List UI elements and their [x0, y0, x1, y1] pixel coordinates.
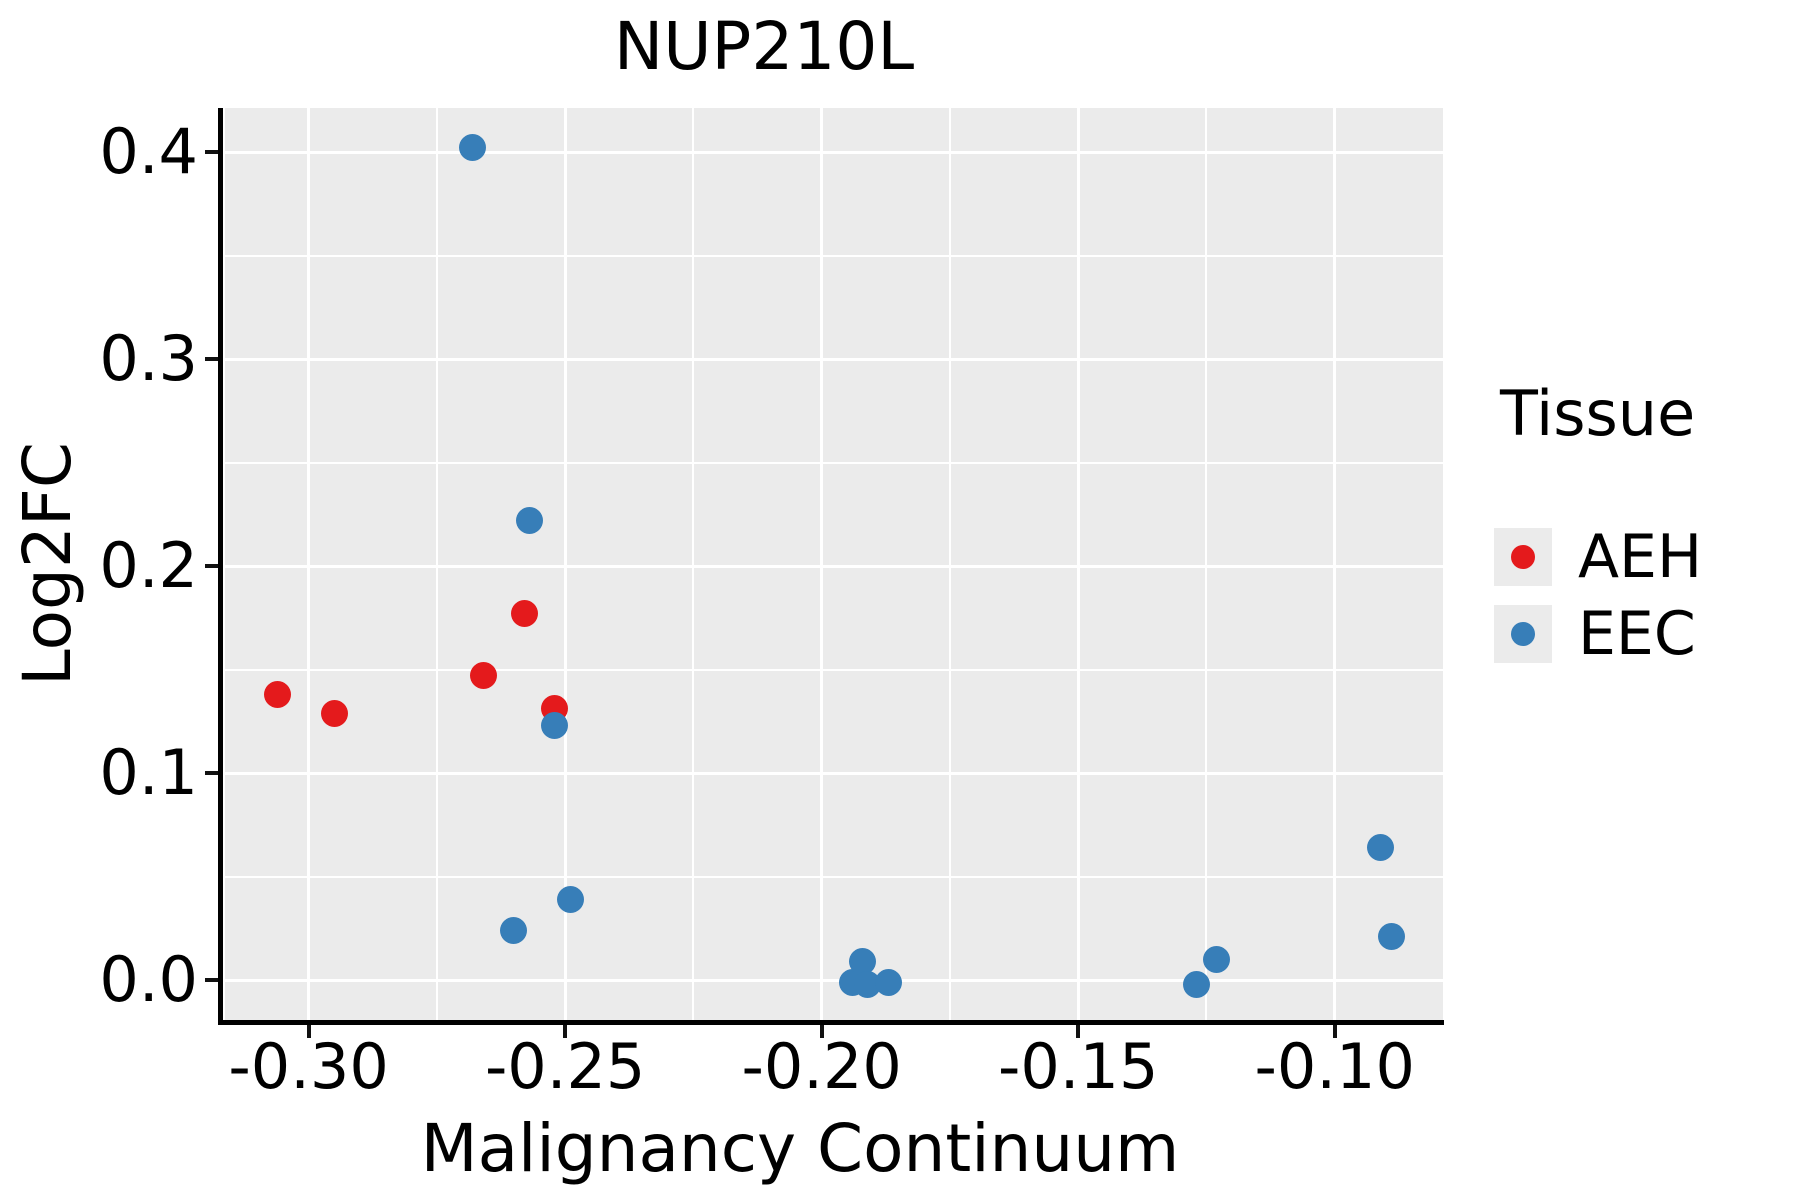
- x-major-gridline: [1333, 108, 1337, 1020]
- eec-dot-icon: [1511, 622, 1535, 646]
- legend-item-aeh: AEH: [1494, 527, 1794, 587]
- y-axis-tick: [205, 150, 218, 155]
- data-point-aeh: [320, 699, 348, 727]
- x-major-gridline: [435, 108, 438, 1020]
- plot-panel: [225, 108, 1443, 1020]
- x-tick-label: -0.20: [741, 1030, 902, 1103]
- y-major-gridline: [225, 978, 1443, 982]
- x-axis-tick: [306, 1025, 311, 1038]
- y-tick-label: 0.1: [99, 736, 198, 810]
- x-major-gridline: [820, 108, 824, 1020]
- x-axis-tick: [1076, 1025, 1081, 1038]
- y-major-gridline: [225, 668, 1443, 671]
- legend-key: [1494, 605, 1552, 663]
- y-major-gridline: [225, 150, 1443, 154]
- x-major-gridline: [948, 108, 951, 1020]
- y-axis-tick: [205, 978, 218, 983]
- x-axis-tick: [819, 1025, 824, 1038]
- x-major-gridline: [563, 108, 567, 1020]
- legend-title: Tissue: [1500, 377, 1696, 450]
- data-point-eec: [849, 947, 877, 975]
- data-point-eec: [515, 507, 543, 535]
- x-tick-label: -0.10: [1254, 1030, 1415, 1103]
- y-axis-tick: [205, 564, 218, 569]
- legend-label: AEH: [1578, 522, 1703, 592]
- y-axis-tick: [205, 771, 218, 776]
- x-major-gridline: [1205, 108, 1208, 1020]
- y-axis-line: [218, 108, 223, 1025]
- data-point-eec: [1377, 923, 1405, 951]
- data-point-eec: [874, 968, 902, 996]
- legend-label: EEC: [1578, 599, 1696, 669]
- data-point-eec: [556, 885, 584, 913]
- y-major-gridline: [225, 357, 1443, 361]
- data-point-eec: [459, 134, 487, 162]
- x-axis-title: Malignancy Continuum: [420, 1110, 1180, 1187]
- legend-key: [1494, 528, 1552, 586]
- data-point-eec: [1203, 945, 1231, 973]
- y-major-gridline: [225, 771, 1443, 775]
- data-point-aeh: [264, 680, 292, 708]
- legend: Tissue AEH EEC: [1494, 383, 1794, 681]
- data-point-eec: [500, 916, 528, 944]
- y-axis-tick: [205, 357, 218, 362]
- x-major-gridline: [307, 108, 311, 1020]
- x-tick-label: -0.25: [484, 1030, 646, 1103]
- x-tick-label: -0.15: [997, 1030, 1159, 1103]
- legend-item-eec: EEC: [1494, 604, 1794, 664]
- aeh-dot-icon: [1511, 545, 1535, 569]
- data-point-aeh: [469, 662, 497, 690]
- x-major-gridline: [1076, 108, 1080, 1020]
- x-axis-tick: [563, 1025, 568, 1038]
- data-point-eec: [1367, 834, 1395, 862]
- y-tick-label: 0.2: [99, 529, 198, 603]
- y-tick-label: 0.0: [99, 943, 198, 1017]
- data-point-aeh: [510, 600, 538, 628]
- x-major-gridline: [692, 108, 695, 1020]
- x-axis-line: [218, 1020, 1444, 1025]
- plot-title: NUP210L: [613, 8, 915, 85]
- y-major-gridline: [225, 875, 1443, 878]
- x-tick-label: -0.30: [228, 1030, 389, 1103]
- y-major-gridline: [225, 254, 1443, 257]
- y-major-gridline: [225, 461, 1443, 464]
- data-point-eec: [1182, 970, 1210, 998]
- y-tick-label: 0.4: [99, 115, 198, 189]
- data-point-eec: [541, 711, 569, 739]
- x-axis-tick: [1332, 1025, 1337, 1038]
- y-major-gridline: [225, 564, 1443, 568]
- y-tick-label: 0.3: [99, 322, 198, 396]
